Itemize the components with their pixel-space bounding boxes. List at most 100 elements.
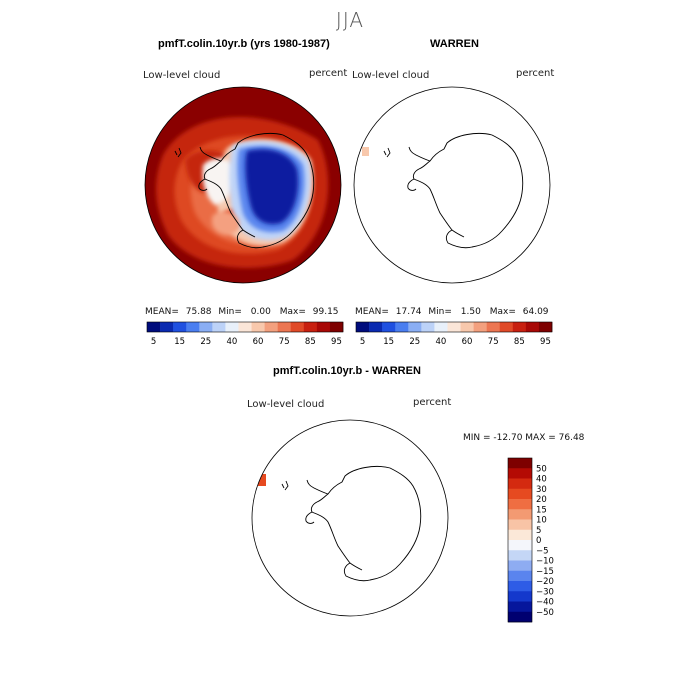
diff-colorbar-tick-label: 15 [536, 505, 547, 515]
panel2-max-value: 64.09 [522, 307, 549, 317]
panel2-colorbar-tick-label: 25 [409, 337, 420, 347]
panel1-colorbar-tick-label: 25 [200, 337, 211, 347]
panel1-colorbar-tick-label: 75 [279, 337, 290, 347]
season-title: JJA [335, 8, 365, 32]
diff-colorbar-tick-label: 30 [536, 485, 547, 495]
diff-colorbar-swatch [508, 550, 532, 561]
panel3-units-label: percent [413, 397, 452, 408]
panel2-colorbar-tick-label: 85 [514, 337, 525, 347]
diff-colorbar-swatch [508, 458, 532, 469]
panel2-colorbar-swatch [512, 322, 527, 332]
panel2-colorbar-tick-label: 40 [436, 337, 447, 347]
panel1-colorbar-swatch [303, 322, 318, 332]
panel3-variable-label: Low-level cloud [247, 399, 325, 410]
panel1-colorbar-tick-label: 85 [305, 337, 316, 347]
diff-colorbar-tick-label: 10 [536, 516, 547, 526]
panel1-colorbar-swatch [316, 322, 331, 332]
diff-colorbar-frame [507, 457, 533, 623]
panel2-map-border [353, 86, 551, 284]
panel3-minmax: MIN = -12.70 MAX = 76.48 [463, 433, 585, 443]
panel1-min-label: Min= [218, 307, 242, 317]
diff-colorbar-tick-label: −40 [536, 598, 554, 608]
panel2-min-label: Min= [428, 307, 452, 317]
panel1-title: pmfT.colin.10yr.b (yrs 1980-1987) [158, 38, 330, 50]
panel1-colorbar-tick-label: 40 [227, 337, 238, 347]
panel2-colorbar-frame [355, 321, 553, 333]
panel1-colorbar-tick-label: 5 [151, 337, 156, 347]
panel1-mean-label: MEAN= [145, 307, 179, 317]
panel1-colorbar-swatch [251, 322, 265, 332]
diff-colorbar-swatch [508, 540, 532, 551]
diff-colorbar-swatch [508, 478, 532, 490]
diff-colorbar-tick-label: −10 [536, 557, 554, 567]
panel1-stats: MEAN= 75.88 Min= 0.00 Max= 99.15 [145, 307, 339, 317]
diff-colorbar-tick-label: 40 [536, 475, 547, 485]
panel2-colorbar-swatch [460, 322, 474, 332]
panel1-map [144, 86, 342, 284]
panel3-map-border [251, 419, 449, 617]
panel1-colorbar-swatch [238, 322, 252, 332]
panel1-colorbar-swatch [264, 322, 278, 332]
panel2-min-value: 1.50 [460, 307, 481, 317]
panel2-colorbar-swatch [382, 322, 396, 332]
diff-colorbar-tick-label: 50 [536, 464, 547, 474]
panel2-colorbar-swatch [473, 322, 487, 332]
diff-colorbar-tick-label: −5 [536, 546, 549, 556]
diff-colorbar-swatch [508, 601, 532, 613]
panel2-map [353, 86, 551, 284]
panel2-data-patch [362, 147, 369, 156]
panel2-max-label: Max= [489, 307, 516, 317]
diff-colorbar-tick-label: 0 [536, 536, 541, 546]
panel1-mean-value: 75.88 [185, 307, 212, 317]
diff-colorbar-tick-label: −50 [536, 608, 554, 618]
panel2-colorbar-tick-label: 75 [488, 337, 499, 347]
panel1-colorbar-frame [146, 321, 344, 333]
panel1-colorbar-swatch [147, 322, 161, 332]
diff-colorbar-swatch [508, 581, 532, 592]
panel2-colorbar-swatch [369, 322, 383, 332]
panel2-colorbar-swatch [421, 322, 435, 332]
panel2-colorbar-swatch [525, 322, 540, 332]
panel1-variable-label: Low-level cloud [143, 70, 221, 81]
diff-colorbar-tick-label: −20 [536, 577, 554, 587]
panel1-colorbar-swatch [173, 322, 187, 332]
panel2-colorbar-swatch [408, 322, 422, 332]
diff-colorbar-swatch [508, 591, 532, 602]
panel2-colorbar-swatch [395, 322, 409, 332]
panel1-colorbar-swatch [290, 322, 305, 332]
diff-colorbar-swatch [508, 611, 532, 623]
panel2-mean-label: MEAN= [355, 307, 389, 317]
panel1-min-value: 0.00 [250, 307, 271, 317]
panel3-data-patch [257, 474, 266, 486]
panel1-colorbar-swatch [199, 322, 213, 332]
panel1-max-label: Max= [279, 307, 306, 317]
panel2-colorbar-swatch [434, 322, 448, 332]
panel3-coastline [281, 465, 422, 582]
diff-colorbar-tick-label: −15 [536, 567, 554, 577]
diff-colorbar-swatch [508, 560, 532, 572]
panel2-colorbar-swatch [486, 322, 501, 332]
panel2-colorbar-tick-label: 15 [383, 337, 394, 347]
panel1-colorbar-swatch [212, 322, 226, 332]
panel1-colorbar-tick-label: 95 [331, 337, 342, 347]
panel1-units-label: percent [309, 68, 348, 79]
diff-colorbar-swatch [508, 468, 532, 479]
panel1-colorbar-swatch [329, 322, 344, 332]
panel2-mean-value: 17.74 [395, 307, 422, 317]
panel1-max-value: 99.15 [312, 307, 339, 317]
panel1-colorbar: 5 15 25 40 60 75 85 95 [146, 321, 344, 347]
panel2-colorbar: 5 15 25 40 60 75 85 95 [355, 321, 553, 347]
panel2-colorbar-tick-label: 95 [540, 337, 551, 347]
panel1-colorbar-swatch [225, 322, 239, 332]
panel2-colorbar-swatch [499, 322, 514, 332]
panel2-units-label: percent [516, 68, 555, 79]
panel2-colorbar-swatch [538, 322, 553, 332]
diff-colorbar-tick-label: 5 [536, 526, 541, 536]
diff-colorbar-swatch [508, 529, 532, 541]
panel1-colorbar-swatch [160, 322, 174, 332]
panel1-cloud-field [145, 87, 341, 283]
panel1-map-border [144, 86, 342, 284]
panel2-title: WARREN [430, 38, 479, 50]
panel1-colorbar-tick-label: 15 [174, 337, 185, 347]
